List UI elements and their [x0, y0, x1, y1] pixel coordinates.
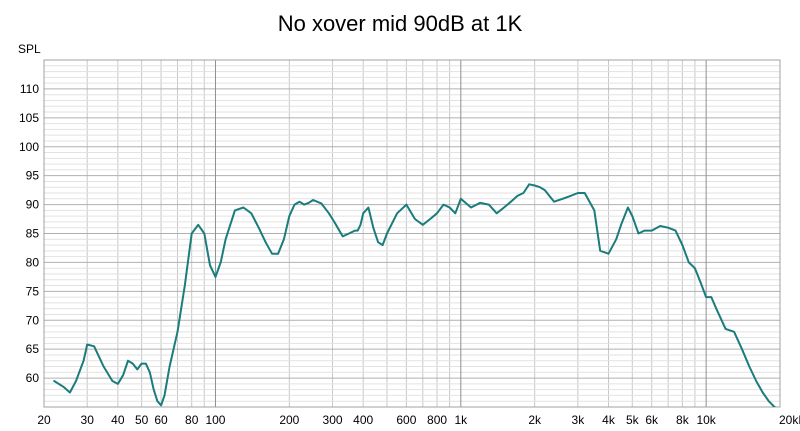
x-tick-label: 10k [696, 413, 716, 427]
y-tick-label: 95 [26, 169, 40, 183]
y-tick-label: 80 [26, 255, 40, 269]
x-tick-label: 40 [111, 413, 125, 427]
x-tick-label: 200 [279, 413, 299, 427]
x-tick-label: 30 [81, 413, 95, 427]
x-tick-label: 80 [185, 413, 199, 427]
x-tick-labels: 20 30 40 50 60 80 100 200 300 400 600 800 1k 2k 3k 4k 5k… [37, 413, 800, 427]
y-tick-label: 100 [19, 140, 39, 154]
y-tick-label: 105 [19, 111, 39, 125]
x-tick-label: 20kHz [779, 413, 800, 427]
x-tick-label: 4k [602, 413, 616, 427]
y-tick-label: 75 [26, 284, 40, 298]
major-gridlines [214, 60, 707, 407]
x-tick-label: 50 [135, 413, 149, 427]
y-tick-label: 110 [20, 82, 39, 96]
x-tick-label: 100 [205, 413, 225, 427]
x-tick-label: 20 [37, 413, 51, 427]
x-tick-label: 2k [528, 413, 542, 427]
x-tick-label: 3k [572, 413, 586, 427]
x-tick-label: 300 [323, 413, 343, 427]
y-tick-label: 90 [26, 198, 40, 212]
y-tick-label: 60 [26, 371, 40, 385]
plot-border [43, 59, 781, 408]
chart-title: No xover mid 90dB at 1K [278, 11, 523, 36]
x-tick-label: 600 [396, 413, 416, 427]
x-tick-label: 400 [353, 413, 373, 427]
x-tick-label: 5k [626, 413, 640, 427]
y-axis-label: SPL [18, 42, 41, 56]
y-tick-labels: 60 65 70 75 80 85 90 95 100 105 110 [19, 82, 39, 385]
x-tick-label: 1k [454, 413, 468, 427]
minor-gridlines [43, 59, 781, 408]
x-tick-label: 8k [676, 413, 690, 427]
spl-series-line [53, 183, 777, 407]
series-layer [53, 183, 777, 407]
x-tick-label: 800 [427, 413, 447, 427]
y-tick-label: 65 [26, 342, 40, 356]
x-tick-label: 6k [645, 413, 659, 427]
x-tick-label: 60 [154, 413, 168, 427]
y-tick-label: 85 [26, 227, 40, 241]
y-tick-label: 70 [26, 313, 40, 327]
